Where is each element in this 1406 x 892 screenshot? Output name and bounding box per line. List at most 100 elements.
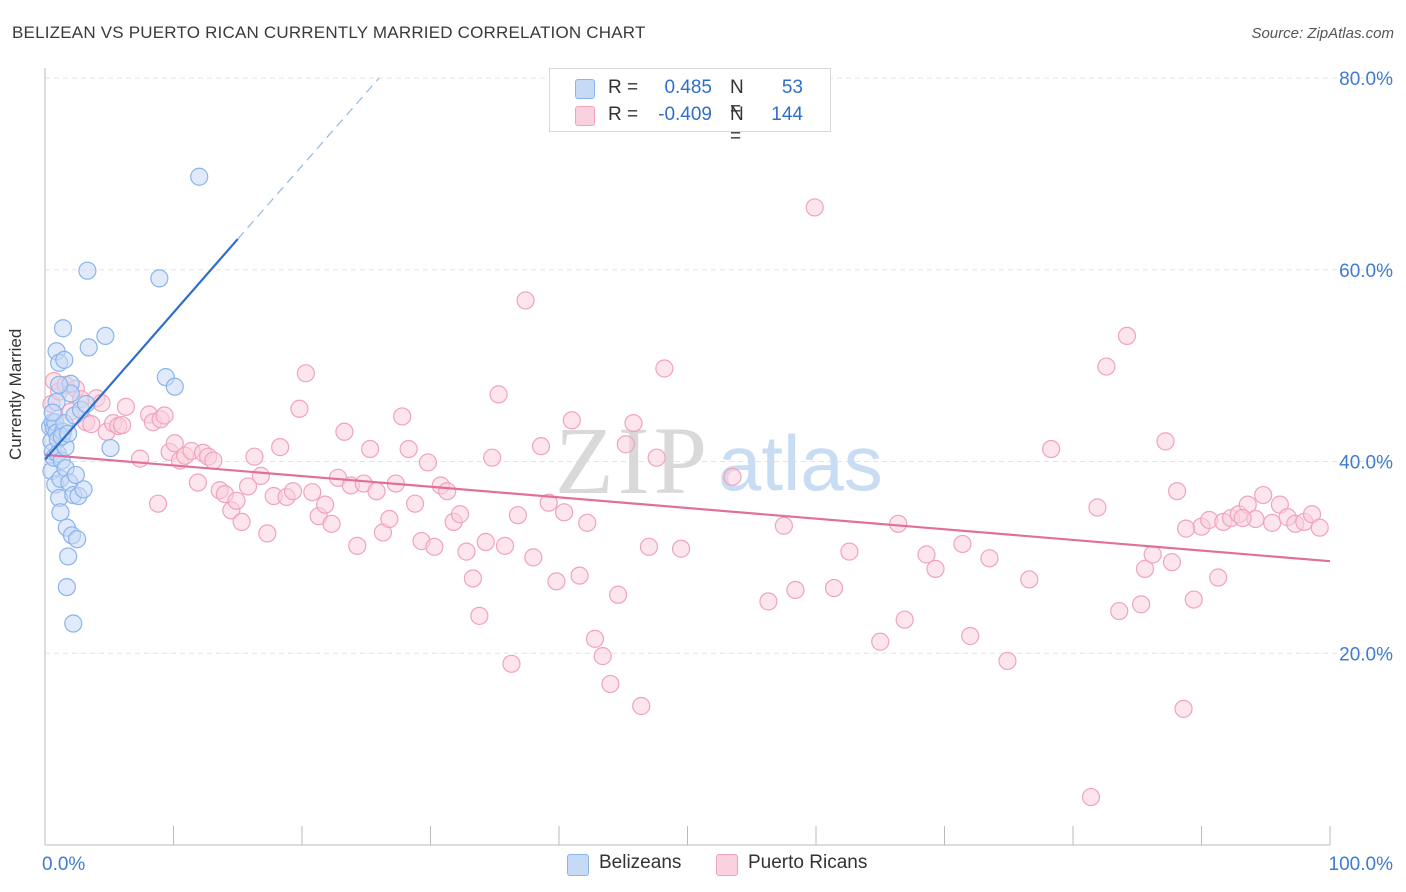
point-puerto-rican (624, 414, 643, 433)
x-tick-label: 0.0% (42, 854, 85, 875)
x-tick-label: 100.0% (1329, 854, 1394, 875)
bottom-legend-label-puerto-ricans: Puerto Ricans (748, 852, 868, 873)
point-belizean (96, 326, 115, 346)
point-puerto-rican (463, 569, 483, 588)
legend-n-label: N = (730, 104, 744, 147)
trendline-puerto-ricans (44, 453, 1331, 563)
point-puerto-rican (188, 473, 208, 492)
point-puerto-rican (335, 422, 354, 441)
point-puerto-rican (1135, 559, 1155, 578)
point-belizean (165, 377, 184, 396)
point-puerto-rican (1042, 439, 1061, 459)
point-puerto-rican (1117, 326, 1137, 346)
legend-r-label: R = (608, 77, 639, 98)
chart-title: BELIZEAN VS PUERTO RICAN CURRENTLY MARRI… (12, 23, 646, 42)
point-belizean (190, 167, 209, 186)
point-puerto-rican (258, 524, 277, 543)
y-tick-label: 20.0% (1339, 644, 1393, 665)
point-puerto-rican (1174, 699, 1193, 718)
point-puerto-rican (155, 406, 174, 425)
point-puerto-rican (786, 580, 805, 600)
point-belizean (66, 465, 85, 485)
point-belizean (150, 269, 169, 288)
point-puerto-rican (895, 610, 914, 629)
point-belizean (77, 394, 96, 414)
point-puerto-rican (227, 491, 246, 510)
point-puerto-rican (245, 447, 264, 466)
point-puerto-rican (1132, 595, 1151, 614)
point-puerto-rican (1081, 787, 1101, 807)
point-belizean (59, 547, 78, 566)
point-belizean (64, 614, 83, 633)
gridlines (45, 77, 1393, 654)
point-puerto-rican (1097, 357, 1116, 376)
point-puerto-rican (1167, 482, 1187, 501)
bottom-legend-swatch-puerto-ricans (716, 854, 738, 876)
point-puerto-rican (1233, 508, 1252, 528)
point-puerto-rican (290, 399, 309, 418)
point-belizean (74, 480, 93, 499)
y-tick-label: 40.0% (1339, 453, 1393, 474)
point-puerto-rican (483, 448, 502, 467)
point-puerto-rican (322, 514, 341, 533)
point-puerto-rican (824, 578, 844, 598)
legend-r-label: R = (608, 104, 639, 125)
bottom-legend-swatch-belizeans (567, 854, 589, 876)
point-puerto-rican (1110, 601, 1129, 621)
point-puerto-rican (367, 482, 386, 501)
point-puerto-rican (399, 439, 418, 459)
point-puerto-rican (130, 449, 150, 468)
point-puerto-rican (425, 537, 444, 556)
y-axis-label: Currently Married (6, 328, 25, 460)
point-belizean (101, 438, 120, 458)
point-puerto-rican (671, 539, 691, 558)
point-puerto-rican (148, 494, 168, 513)
point-belizean (51, 503, 70, 522)
point-puerto-rican (251, 466, 270, 485)
point-puerto-rican (232, 512, 251, 532)
legend-swatch-belizeans (575, 79, 595, 99)
point-puerto-rican (1162, 553, 1182, 572)
point-belizean (53, 319, 73, 338)
point-puerto-rican (1143, 545, 1162, 564)
point-belizean (78, 261, 97, 280)
point-puerto-rican (502, 654, 521, 673)
point-puerto-rican (516, 291, 535, 310)
point-puerto-rican (555, 503, 574, 522)
point-puerto-rican (961, 626, 980, 646)
point-puerto-rican (165, 434, 184, 453)
y-tick-label: 80.0% (1339, 69, 1393, 90)
y-tick-label: 60.0% (1339, 261, 1393, 282)
trendline-belizeans (44, 238, 239, 461)
point-puerto-rican (531, 437, 551, 456)
point-puerto-rican (998, 651, 1017, 671)
point-puerto-rican (805, 198, 824, 217)
point-puerto-rican (609, 585, 628, 604)
point-puerto-rican (593, 647, 612, 666)
legend-swatch-puerto-ricans (575, 106, 595, 126)
point-puerto-rican (204, 451, 223, 470)
point-puerto-rican (476, 532, 495, 552)
bottom-legend-label-belizeans: Belizeans (599, 852, 682, 873)
point-puerto-rican (1302, 505, 1322, 524)
point-belizean (57, 577, 76, 597)
tick-labels: 20.0% 40.0% 60.0% 80.0% 0.0% 100.0% (42, 69, 1393, 875)
point-puerto-rican (1176, 519, 1196, 538)
legend-n-label: N = (730, 77, 744, 120)
point-puerto-rican (380, 509, 399, 529)
point-puerto-rican (926, 559, 945, 578)
point-puerto-rican (601, 674, 620, 694)
point-puerto-rican (953, 534, 972, 554)
point-belizean (50, 375, 69, 394)
point-puerto-rican (647, 448, 666, 467)
point-puerto-rican (1263, 513, 1282, 532)
point-puerto-rican (562, 411, 581, 430)
point-puerto-rican (348, 536, 367, 555)
point-puerto-rican (489, 385, 508, 404)
point-puerto-rican (639, 537, 659, 556)
point-puerto-rican (723, 467, 742, 486)
point-puerto-rican (450, 505, 470, 524)
trend-lines (44, 77, 1331, 563)
point-puerto-rican (539, 493, 558, 512)
